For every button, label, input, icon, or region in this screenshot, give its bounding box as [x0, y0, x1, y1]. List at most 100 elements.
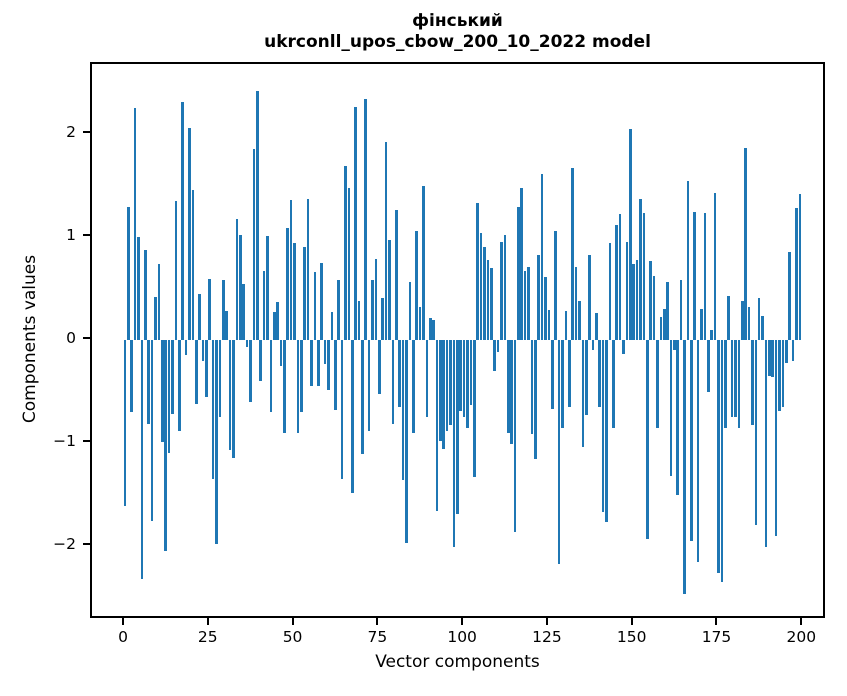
bar: [177, 340, 181, 431]
bar: [632, 263, 635, 340]
bar: [622, 340, 625, 355]
bar: [588, 254, 591, 340]
bar: [201, 340, 205, 361]
bar: [771, 340, 775, 378]
bar: [551, 340, 554, 409]
bar: [337, 280, 340, 340]
bar: [581, 340, 585, 448]
bar: [493, 340, 496, 371]
bar: [418, 307, 422, 340]
bar: [242, 284, 245, 340]
bar: [500, 242, 503, 340]
bar: [462, 340, 466, 418]
bar: [686, 181, 690, 340]
bar: [754, 340, 758, 526]
bar: [198, 293, 201, 340]
bar: [649, 260, 652, 340]
bar: [405, 340, 408, 543]
x-tick-mark: [291, 618, 294, 625]
bar: [364, 98, 368, 340]
x-tick-mark: [461, 618, 464, 625]
bar: [347, 187, 351, 340]
bar: [561, 340, 564, 428]
bar: [540, 174, 544, 340]
bar: [378, 340, 381, 394]
bar: [266, 235, 269, 340]
bar: [503, 234, 507, 340]
bar: [506, 340, 510, 433]
x-tick-label: 150: [616, 628, 647, 646]
bar: [391, 340, 395, 425]
bar: [144, 250, 147, 340]
bar: [723, 340, 727, 428]
bar: [340, 340, 344, 480]
bar: [222, 280, 225, 340]
bar: [517, 207, 520, 340]
bar: [388, 240, 391, 340]
bar: [249, 340, 252, 402]
bar: [727, 295, 730, 340]
bar: [479, 232, 483, 340]
bar: [147, 340, 151, 425]
bar: [781, 340, 785, 407]
bar: [734, 340, 737, 418]
y-tick-label: 0: [66, 329, 76, 347]
bar: [181, 102, 184, 340]
bar: [123, 340, 127, 506]
bar: [489, 267, 493, 340]
bar: [361, 340, 364, 455]
bar: [544, 277, 547, 340]
bar: [659, 317, 663, 340]
bar: [669, 340, 673, 476]
bar: [432, 320, 435, 340]
y-tick-mark: [83, 337, 90, 339]
bar: [157, 263, 161, 340]
bar: [730, 340, 734, 418]
bar: [374, 258, 378, 340]
bar: [415, 230, 418, 340]
bar: [740, 300, 744, 340]
bar: [327, 340, 330, 391]
bar: [473, 340, 476, 477]
bar: [205, 340, 208, 397]
bar: [161, 340, 164, 442]
bar: [662, 309, 666, 340]
bar: [411, 340, 415, 433]
bar: [232, 340, 235, 459]
y-tick-mark: [83, 440, 90, 442]
y-tick-mark: [83, 131, 90, 133]
bar: [344, 165, 347, 340]
bar: [601, 340, 605, 512]
bar: [381, 297, 385, 340]
bar: [483, 247, 486, 340]
bar: [218, 340, 222, 418]
bar: [367, 340, 371, 431]
bar: [578, 300, 581, 340]
bar: [696, 340, 700, 563]
bar: [642, 213, 646, 340]
x-tick-label: 175: [701, 628, 732, 646]
bar: [656, 340, 659, 428]
plot-area: [90, 62, 825, 618]
bar: [228, 340, 232, 451]
bar: [534, 340, 537, 460]
bar: [666, 282, 669, 340]
bar: [791, 340, 795, 361]
bar: [283, 340, 286, 433]
bar: [279, 340, 283, 366]
bar: [679, 280, 683, 340]
chart-title: фінський: [412, 11, 503, 31]
bar: [778, 340, 781, 412]
bar: [330, 312, 334, 340]
bar: [523, 270, 527, 340]
x-axis-label: Vector components: [375, 652, 540, 672]
bar: [798, 193, 802, 340]
bar: [744, 148, 747, 340]
y-tick-mark: [83, 543, 90, 545]
bar: [442, 340, 446, 450]
bar: [676, 340, 680, 495]
bar: [211, 340, 215, 480]
bar: [255, 90, 259, 340]
bar: [496, 340, 500, 353]
bar: [259, 340, 262, 382]
